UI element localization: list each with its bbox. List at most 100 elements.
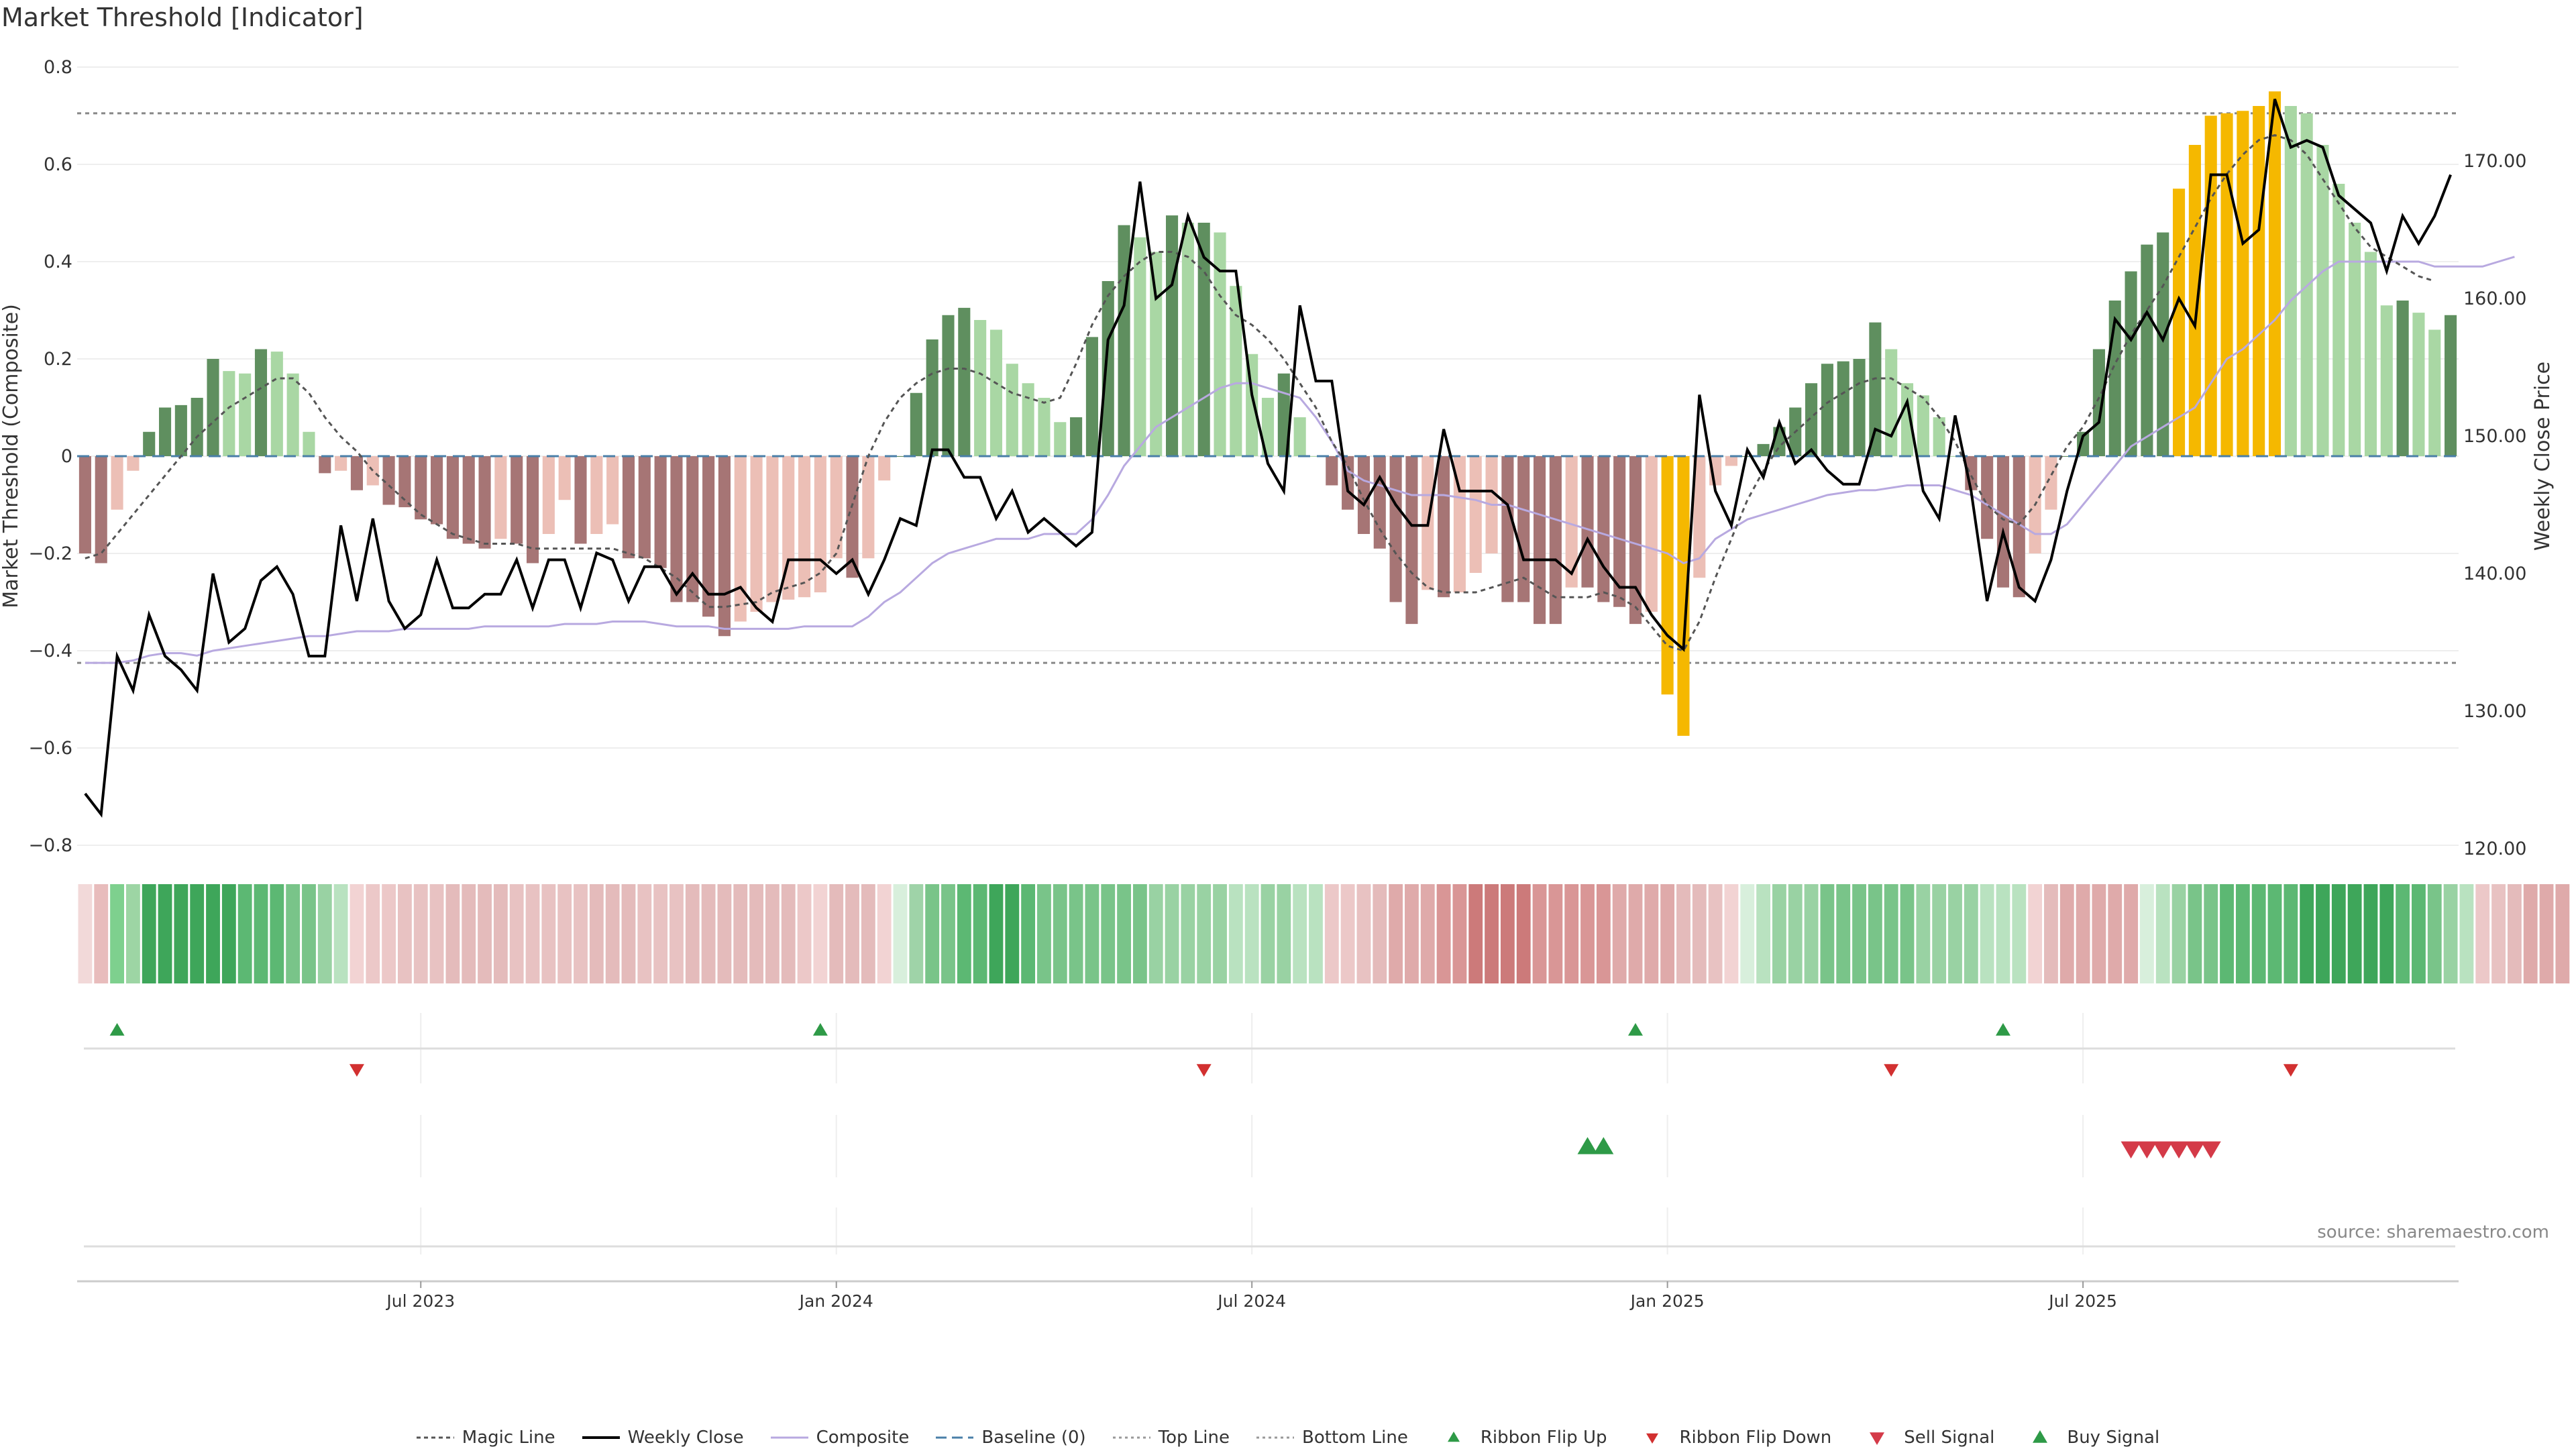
ribbon-cell <box>1069 884 1083 983</box>
ribbon-cell <box>1612 884 1627 983</box>
y-tick-label: −0.8 <box>28 835 72 856</box>
ribbon-cell <box>2347 884 2362 983</box>
composite-bar <box>606 456 619 525</box>
ribbon-cell <box>589 884 604 983</box>
legend-swatch-buy <box>2033 1430 2048 1443</box>
composite-line <box>85 256 2515 664</box>
composite-bar <box>1917 395 1929 456</box>
ribbon-cell <box>142 884 156 983</box>
legend-item-buy: Buy Signal <box>2021 1428 2159 1448</box>
composite-bar <box>431 456 443 525</box>
composite-bar <box>686 456 699 602</box>
ribbon-cell <box>1181 884 1195 983</box>
ribbon-cell <box>413 884 428 983</box>
ribbon-cell <box>797 884 812 983</box>
y-tick-label: 0 <box>61 446 72 467</box>
ribbon-cell <box>2555 884 2570 983</box>
sell-signal-marker <box>2121 1141 2141 1159</box>
legend-label: Bottom Line <box>1302 1428 1408 1448</box>
composite-bar <box>958 307 971 456</box>
ribbon-cell <box>1373 884 1387 983</box>
composite-bar <box>2284 106 2297 456</box>
ribbon-cell <box>941 884 955 983</box>
ribbon-flip-down-marker <box>1196 1064 1212 1077</box>
legend-swatch-composite <box>770 1436 808 1439</box>
legend-item-flipdown: Ribbon Flip Down <box>1633 1428 1831 1448</box>
composite-bar <box>782 456 795 600</box>
composite-bar <box>1134 237 1146 456</box>
composite-bar <box>111 456 123 510</box>
ribbon-cell <box>2028 884 2043 983</box>
composite-bar <box>846 456 859 578</box>
ribbon-cell <box>1436 884 1451 983</box>
ribbon-cell <box>509 884 524 983</box>
composite-bar <box>2092 349 2105 456</box>
ribbon-layer <box>78 884 2570 983</box>
ribbon-cell <box>1117 884 1131 983</box>
composite-bar <box>1293 417 1306 456</box>
ribbon-cell <box>2523 884 2538 983</box>
ribbon-cell <box>701 884 716 983</box>
composite-bar <box>2188 145 2201 456</box>
ribbon-cell <box>317 884 332 983</box>
composite-bar <box>989 329 1003 456</box>
legend-item-baseline: Baseline (0) <box>936 1428 1086 1448</box>
composite-bar <box>1565 456 1578 588</box>
ribbon-cell <box>2108 884 2123 983</box>
ribbon-cell <box>1197 884 1212 983</box>
y-tick-label: −0.4 <box>28 641 72 661</box>
composite-bar <box>1085 337 1098 456</box>
composite-bar <box>1070 417 1083 456</box>
ribbon-cell <box>1468 884 1483 983</box>
buy-signal-marker <box>1593 1137 1614 1155</box>
ribbon-flip-up-marker <box>109 1023 125 1036</box>
composite-bar <box>2268 91 2282 456</box>
composite-bar <box>1837 361 1849 456</box>
ribbon-cell <box>2331 884 2346 983</box>
composite-bar <box>254 349 268 456</box>
composite-bar <box>446 456 459 539</box>
ribbon-cell <box>973 884 987 983</box>
ribbon-cell <box>685 884 700 983</box>
composite-bar <box>862 456 875 559</box>
ribbon-cell <box>2475 884 2490 983</box>
ribbon-cell <box>1692 884 1707 983</box>
composite-bar <box>2125 271 2137 456</box>
composite-bar <box>2428 329 2441 456</box>
ribbon-cell <box>158 884 172 983</box>
y-tick-label: 0.6 <box>44 154 72 175</box>
ribbon-cell <box>2220 884 2234 983</box>
composite-bar <box>798 456 811 598</box>
y2-tick-label: 140.00 <box>2463 564 2526 584</box>
composite-bar <box>1214 232 1226 456</box>
legend-item-sell: Sell Signal <box>1858 1428 1994 1448</box>
legend-swatch-flipdown <box>1646 1433 1659 1444</box>
composite-bar <box>1900 383 1914 456</box>
composite-bar <box>2332 184 2345 456</box>
ribbon-flip-up-marker <box>1627 1023 1643 1036</box>
ribbon-cell <box>813 884 828 983</box>
composite-bar <box>670 456 683 602</box>
ribbon-cell <box>2012 884 2027 983</box>
ribbon-cell <box>1852 884 1866 983</box>
ribbon-cell <box>1148 884 1163 983</box>
composite-bar <box>2141 244 2153 456</box>
composite-bar <box>702 456 715 617</box>
ribbon-cell <box>669 884 684 983</box>
composite-bar <box>814 456 826 592</box>
y2-tick-label: 130.00 <box>2463 701 2526 722</box>
y-tick-label: 0.8 <box>44 57 72 78</box>
signal-layer <box>109 1023 2298 1159</box>
composite-bar <box>1438 456 1450 598</box>
ribbon-cell <box>1900 884 1915 983</box>
ribbon-cell <box>237 884 252 983</box>
ribbon-cell <box>1964 884 1978 983</box>
legend-item-top: Top Line <box>1112 1428 1230 1448</box>
grid-layer <box>77 66 2459 1254</box>
ribbon-cell <box>254 884 268 983</box>
source-note: source: sharemaestro.com <box>2317 1222 2549 1242</box>
ribbon-cell <box>2459 884 2474 983</box>
ribbon-cell <box>1053 884 1067 983</box>
composite-bar <box>1549 456 1562 625</box>
ribbon-cell <box>2379 884 2394 983</box>
